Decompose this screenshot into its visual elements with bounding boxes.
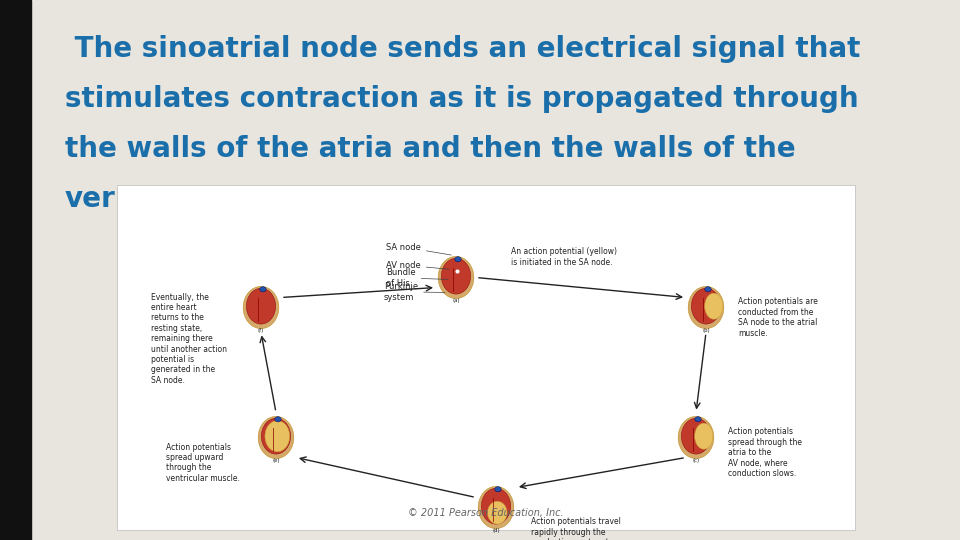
- Text: An action potential (yellow)
is initiated in the SA node.: An action potential (yellow) is initiate…: [511, 247, 617, 267]
- Ellipse shape: [481, 488, 511, 524]
- Text: (d): (d): [492, 528, 500, 534]
- Ellipse shape: [478, 487, 514, 529]
- Text: Purkinje
system: Purkinje system: [384, 282, 445, 301]
- Ellipse shape: [705, 293, 723, 319]
- Ellipse shape: [678, 416, 714, 458]
- Ellipse shape: [682, 418, 710, 454]
- Ellipse shape: [243, 286, 278, 329]
- Text: Eventually, the
entire heart
returns to the
resting state,
remaining there
until: Eventually, the entire heart returns to …: [151, 293, 227, 384]
- Text: Action potentials are
conducted from the
SA node to the atrial
muscle.: Action potentials are conducted from the…: [738, 298, 818, 338]
- Text: AV node: AV node: [386, 260, 449, 269]
- Text: SA node: SA node: [386, 242, 451, 255]
- Text: (f): (f): [258, 328, 264, 333]
- Text: stimulates contraction as it is propagated through: stimulates contraction as it is propagat…: [65, 85, 858, 113]
- Text: ver: ver: [65, 185, 116, 213]
- Ellipse shape: [438, 256, 474, 299]
- Ellipse shape: [265, 421, 290, 452]
- Text: (a): (a): [452, 298, 460, 303]
- Ellipse shape: [691, 288, 721, 324]
- Text: Action potentials
spread upward
through the
ventricular muscle.: Action potentials spread upward through …: [166, 442, 240, 483]
- Ellipse shape: [247, 288, 276, 324]
- Text: The sinoatrial node sends an electrical signal that: The sinoatrial node sends an electrical …: [65, 35, 860, 63]
- Ellipse shape: [688, 286, 724, 329]
- Ellipse shape: [455, 256, 461, 262]
- Ellipse shape: [442, 258, 470, 294]
- Ellipse shape: [275, 417, 281, 422]
- Text: (c): (c): [692, 458, 700, 463]
- Text: (b): (b): [702, 328, 709, 333]
- Ellipse shape: [261, 418, 291, 454]
- Text: Action potentials
spread through the
atria to the
AV node, where
conduction slow: Action potentials spread through the atr…: [728, 428, 802, 478]
- Ellipse shape: [695, 423, 713, 449]
- Bar: [0, 0, 31, 540]
- Ellipse shape: [695, 417, 701, 422]
- Text: Action potentials travel
rapidly through the
conduction system to
the apex of th: Action potentials travel rapidly through…: [531, 517, 621, 540]
- Bar: [117, 185, 855, 530]
- Text: Bundle
of His: Bundle of His: [386, 268, 448, 287]
- Text: © 2011 Pearson Education, Inc.: © 2011 Pearson Education, Inc.: [408, 508, 564, 518]
- Ellipse shape: [258, 416, 294, 458]
- Text: (e): (e): [273, 458, 279, 463]
- Ellipse shape: [488, 501, 507, 524]
- Ellipse shape: [705, 287, 711, 292]
- Ellipse shape: [494, 487, 501, 492]
- Text: the walls of the atria and then the walls of the: the walls of the atria and then the wall…: [65, 135, 796, 163]
- Ellipse shape: [260, 287, 266, 292]
